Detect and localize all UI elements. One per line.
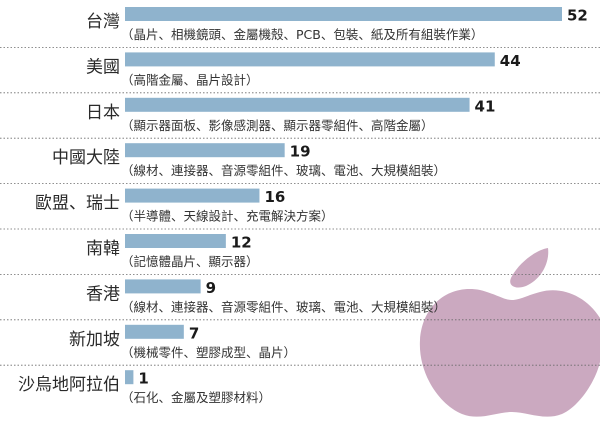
bar — [125, 324, 184, 339]
category-label: 南韓 — [86, 239, 120, 259]
category-note: （線材、連接器、音源零組件、玻璃、電池、大規模組裝） — [121, 299, 446, 314]
bar — [125, 97, 470, 112]
bar — [125, 279, 201, 294]
category-note: （高階金屬、晶片設計） — [121, 72, 259, 87]
bar-value-label: 41 — [475, 97, 496, 115]
bars — [125, 7, 562, 385]
category-label: 歐盟、瑞士 — [35, 194, 120, 214]
category-note: （記憶體晶片、顯示器） — [121, 254, 259, 269]
bar — [125, 7, 562, 21]
bar — [125, 234, 226, 248]
bar-value-label: 1 — [138, 370, 148, 388]
apple-logo-icon — [419, 248, 600, 417]
category-note: （晶片、相機鏡頭、金屬機殼、PCB、包裝、紙及所有組裝作業） — [121, 27, 483, 42]
category-note: （石化、金屬及塑膠材料） — [121, 390, 271, 405]
bar-value-label: 19 — [290, 143, 311, 161]
bar-value-label: 52 — [567, 7, 588, 25]
category-label: 新加坡 — [69, 330, 120, 350]
category-label: 台灣 — [86, 12, 120, 32]
bar-value-label: 12 — [231, 234, 252, 252]
category-note: （半導體、天線設計、充電解決方案） — [121, 209, 334, 224]
category-note: （機械零件、塑膠成型、晶片） — [121, 345, 296, 360]
bar — [125, 52, 495, 67]
bar-value-label: 16 — [264, 188, 285, 206]
category-label: 日本 — [86, 103, 120, 123]
bar-value-label: 9 — [206, 279, 216, 297]
category-label: 美國 — [86, 57, 120, 77]
bar-value-label: 44 — [500, 52, 521, 70]
bar-value-label: 7 — [189, 324, 199, 342]
category-label: 中國大陸 — [52, 148, 120, 168]
apple-leaf-shape — [510, 248, 549, 288]
apple-body-shape — [419, 289, 600, 417]
category-note: （顯示器面板、影像感測器、顯示器零組件、高階金屬） — [121, 118, 434, 133]
bar — [125, 143, 285, 158]
category-label: 香港 — [86, 284, 120, 304]
bar — [125, 370, 134, 385]
labels: 52 台灣（晶片、相機鏡頭、金屬機殼、PCB、包裝、紙及所有組裝作業） 44 美國（高… — [18, 7, 588, 406]
category-label: 沙烏地阿拉伯 — [18, 375, 120, 395]
category-note: （線材、連接器、音源零組件、玻璃、電池、大規模組裝） — [121, 163, 446, 178]
bar — [125, 188, 260, 203]
